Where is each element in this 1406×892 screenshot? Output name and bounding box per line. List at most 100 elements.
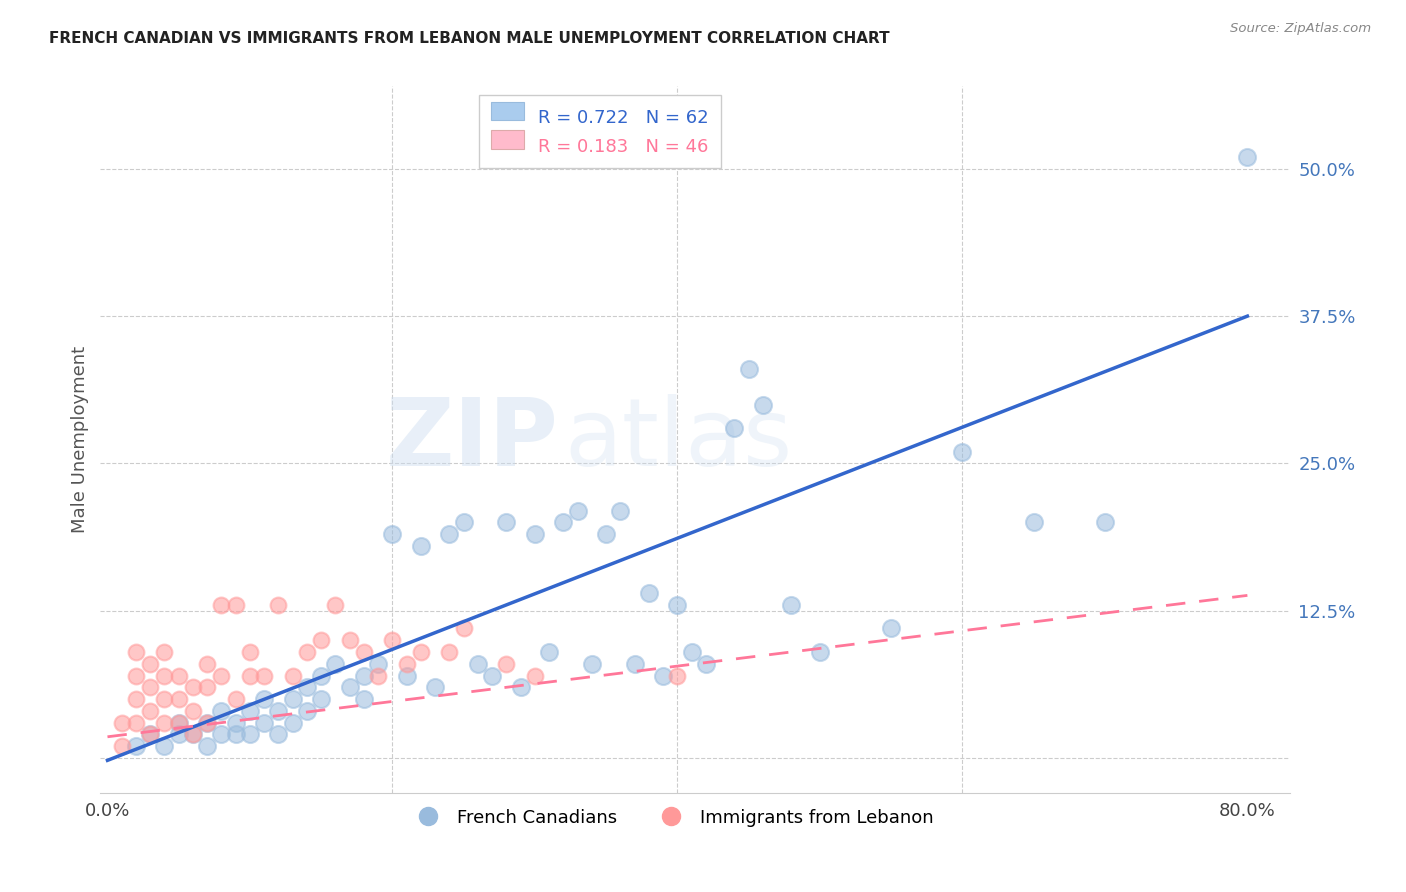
Point — [167, 727, 190, 741]
Point — [195, 681, 218, 695]
Point — [553, 516, 575, 530]
Point — [139, 704, 162, 718]
Point — [453, 516, 475, 530]
Point — [495, 657, 517, 671]
Point — [309, 633, 332, 648]
Point — [195, 715, 218, 730]
Point — [295, 704, 318, 718]
Point — [167, 715, 190, 730]
Point — [195, 657, 218, 671]
Point — [737, 362, 759, 376]
Point — [239, 727, 262, 741]
Point — [153, 692, 176, 706]
Point — [239, 704, 262, 718]
Point — [381, 633, 404, 648]
Point — [167, 692, 190, 706]
Point — [281, 668, 304, 682]
Point — [409, 645, 432, 659]
Y-axis label: Male Unemployment: Male Unemployment — [72, 346, 89, 533]
Point — [181, 727, 204, 741]
Point — [211, 598, 233, 612]
Point — [495, 516, 517, 530]
Point — [1094, 516, 1116, 530]
Point — [523, 668, 546, 682]
Point — [181, 704, 204, 718]
Point — [281, 715, 304, 730]
Point — [567, 503, 589, 517]
Point — [666, 598, 689, 612]
Point — [239, 668, 262, 682]
Point — [439, 527, 461, 541]
Point — [253, 715, 276, 730]
Point — [752, 397, 775, 411]
Point — [695, 657, 717, 671]
Point — [439, 645, 461, 659]
Point — [381, 527, 404, 541]
Point — [509, 681, 531, 695]
Point — [211, 668, 233, 682]
Point — [481, 668, 503, 682]
Point — [153, 668, 176, 682]
Point — [353, 645, 375, 659]
Point — [125, 739, 148, 754]
Point — [581, 657, 603, 671]
Point — [309, 692, 332, 706]
Point — [139, 681, 162, 695]
Point — [523, 527, 546, 541]
Text: atlas: atlas — [564, 394, 793, 486]
Point — [666, 668, 689, 682]
Point — [181, 727, 204, 741]
Point — [353, 668, 375, 682]
Point — [638, 586, 661, 600]
Point — [125, 668, 148, 682]
Point — [125, 645, 148, 659]
Point — [623, 657, 645, 671]
Point — [325, 598, 347, 612]
Point — [409, 539, 432, 553]
Point — [1022, 516, 1045, 530]
Point — [225, 727, 247, 741]
Point — [367, 668, 389, 682]
Point — [395, 657, 418, 671]
Point — [295, 645, 318, 659]
Point — [309, 668, 332, 682]
Point — [808, 645, 831, 659]
Point — [425, 681, 447, 695]
Text: ZIP: ZIP — [385, 394, 558, 486]
Point — [267, 704, 290, 718]
Point — [225, 715, 247, 730]
Point — [225, 692, 247, 706]
Text: Source: ZipAtlas.com: Source: ZipAtlas.com — [1230, 22, 1371, 36]
Point — [780, 598, 803, 612]
Legend: French Canadians, Immigrants from Lebanon: French Canadians, Immigrants from Lebano… — [402, 801, 941, 834]
Point — [153, 739, 176, 754]
Point — [195, 739, 218, 754]
Point — [211, 704, 233, 718]
Point — [125, 715, 148, 730]
Point — [595, 527, 617, 541]
Point — [281, 692, 304, 706]
Point — [723, 421, 745, 435]
Point — [295, 681, 318, 695]
Point — [253, 692, 276, 706]
Text: FRENCH CANADIAN VS IMMIGRANTS FROM LEBANON MALE UNEMPLOYMENT CORRELATION CHART: FRENCH CANADIAN VS IMMIGRANTS FROM LEBAN… — [49, 31, 890, 46]
Point — [325, 657, 347, 671]
Point — [153, 645, 176, 659]
Point — [167, 715, 190, 730]
Point — [139, 657, 162, 671]
Point — [609, 503, 631, 517]
Point — [111, 739, 134, 754]
Point — [211, 727, 233, 741]
Point — [225, 598, 247, 612]
Point — [195, 715, 218, 730]
Point — [395, 668, 418, 682]
Point — [239, 645, 262, 659]
Point — [139, 727, 162, 741]
Point — [467, 657, 489, 671]
Point — [652, 668, 675, 682]
Point — [153, 715, 176, 730]
Point — [538, 645, 561, 659]
Point — [125, 692, 148, 706]
Point — [453, 621, 475, 635]
Point — [111, 715, 134, 730]
